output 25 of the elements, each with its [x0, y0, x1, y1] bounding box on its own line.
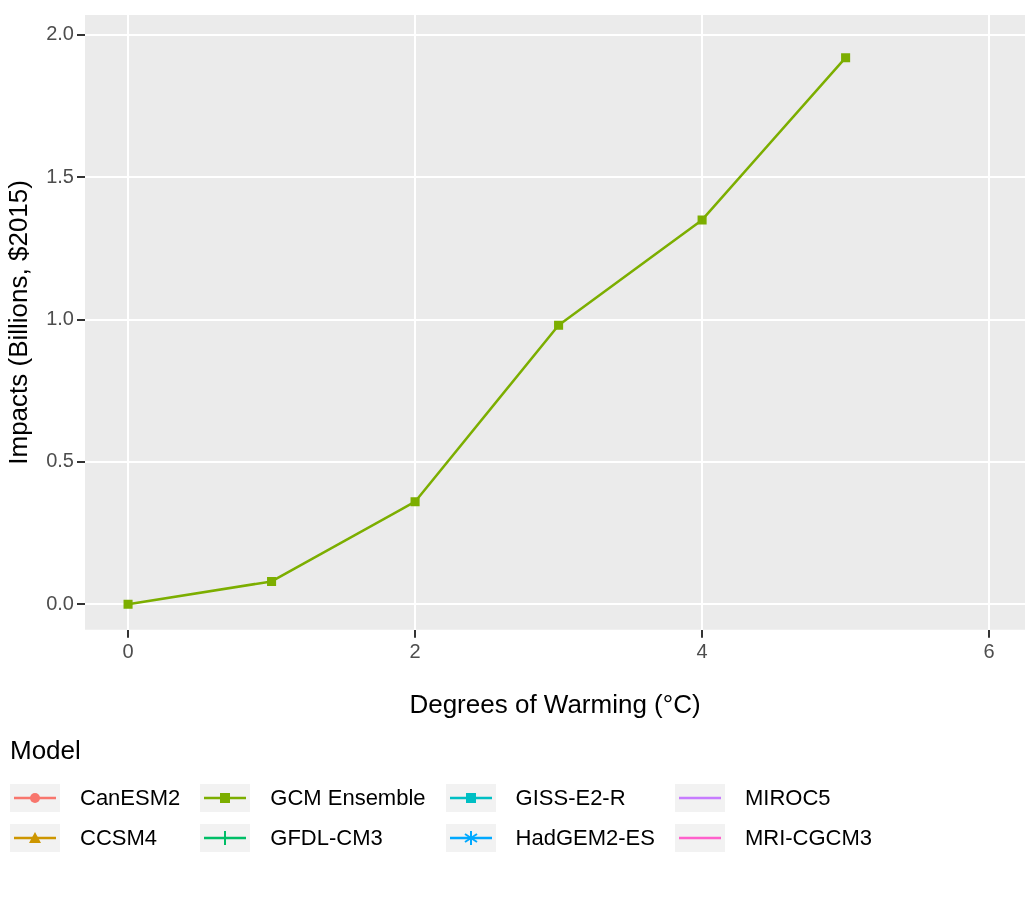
point [267, 576, 277, 586]
x-tick-label: 6 [983, 640, 995, 663]
legend-label: MIROC5 [744, 785, 831, 811]
y-tick-label: 1.0 [46, 307, 74, 330]
y-tick-label: 0.5 [46, 449, 74, 472]
point [841, 53, 851, 63]
point [697, 215, 707, 225]
legend-label: CCSM4 [80, 825, 158, 851]
y-tick-label: 2.0 [46, 22, 74, 45]
x-tick-label: 2 [409, 640, 421, 663]
y-axis-title: Impacts (Billions, $2015) [2, 180, 33, 465]
x-axis-title: Degrees of Warming (°C) [409, 688, 701, 719]
legend-label: GFDL-CM3 [270, 825, 383, 851]
legend-label: GCM Ensemble [270, 785, 426, 811]
y-tick-label: 1.5 [46, 164, 74, 187]
legend-label: MRI-CGCM3 [744, 825, 873, 851]
legend-label: HadGEM2-ES [515, 825, 655, 851]
legend-title: Model [10, 735, 82, 766]
point [410, 497, 420, 507]
x-tick-label: 4 [696, 640, 708, 663]
x-tick-label: 0 [122, 640, 134, 663]
point [554, 320, 564, 330]
y-tick-label: 0.0 [46, 591, 74, 614]
legend-label: GISS-E2-R [515, 785, 626, 811]
legend-label: CanESM2 [80, 785, 181, 811]
